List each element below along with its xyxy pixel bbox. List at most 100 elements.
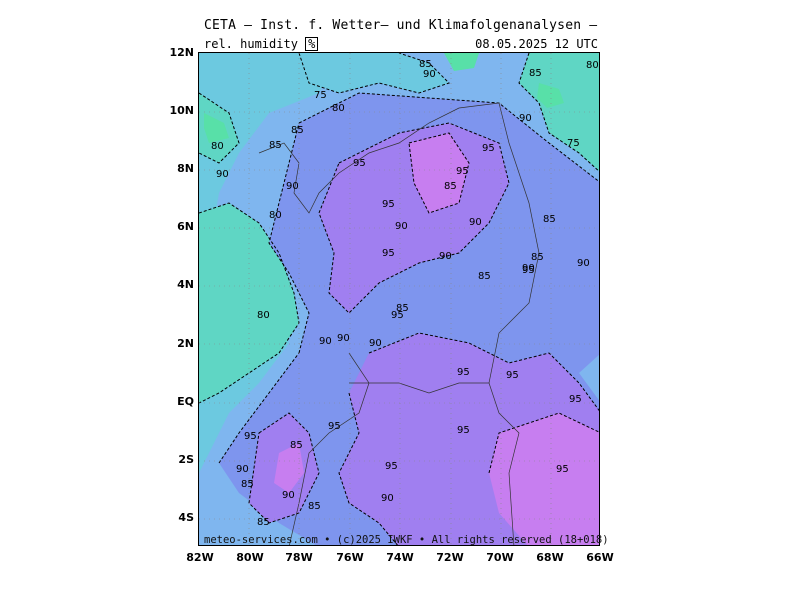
north-green-patch: [204, 113, 229, 143]
contour-label: 90: [469, 217, 482, 228]
graticule: [199, 53, 599, 545]
contour-label: 95: [556, 464, 569, 475]
contour-label: 90: [319, 336, 332, 347]
south-magenta-core: [489, 413, 599, 545]
lon-tick-label: 72W: [436, 551, 464, 564]
lon-tick-label: 68W: [536, 551, 564, 564]
contour-label: 95: [482, 143, 495, 154]
humidity-map-svg: 75 80 85 90 85 80 80 85 85 90 90 80 95 9…: [199, 53, 599, 545]
contour-label: 85: [419, 59, 432, 70]
lon-tick-label: 66W: [586, 551, 614, 564]
lat-tick-label: 6N: [177, 220, 194, 233]
north-magenta-core: [409, 133, 469, 213]
contour-label: 85: [257, 517, 270, 528]
contour-label: 85: [241, 479, 254, 490]
contour-label: 90: [236, 464, 249, 475]
lat-tick-label: 4N: [177, 278, 194, 291]
contour-line: [518, 53, 599, 172]
contour-label: 90: [522, 263, 535, 274]
contour-label: 95: [457, 367, 470, 378]
contour-label: 80: [269, 210, 282, 221]
copyright-notice: meteo-services.com • (c)2025 IWKF • All …: [204, 534, 609, 546]
country-border: [488, 102, 540, 545]
contour-label: 95: [506, 370, 519, 381]
contour-label: 95: [328, 421, 341, 432]
contour-label: 85: [531, 252, 544, 263]
lat-tick-label: 10N: [169, 104, 194, 117]
contour-label: 85: [269, 140, 282, 151]
contour-line: [488, 412, 599, 474]
humidity-map: 75 80 85 90 85 80 80 85 85 90 90 80 95 9…: [198, 52, 600, 546]
contour-label: 90: [337, 333, 350, 344]
contour-line: [218, 352, 300, 464]
lon-tick-label: 70W: [486, 551, 514, 564]
contour-label: 95: [522, 265, 535, 276]
contour-label: 90: [395, 221, 408, 232]
contour-label: 80: [257, 310, 270, 321]
lat-tick-label: 4S: [178, 511, 194, 524]
lon-tick-label: 78W: [285, 551, 313, 564]
contour-label: 90: [282, 490, 295, 501]
contour-label: 90: [423, 69, 436, 80]
contour-label: 85: [396, 303, 409, 314]
contour-lines: [199, 53, 599, 545]
contour-label: 75: [314, 90, 327, 101]
lon-tick-label: 74W: [386, 551, 414, 564]
chart-title: CETA — Inst. f. Wetter— und Klimafolgena…: [204, 18, 598, 33]
contour-label: 85: [291, 125, 304, 136]
contour-label: 90: [286, 181, 299, 192]
contour-label: 85: [308, 501, 321, 512]
contour-label: 85: [478, 271, 491, 282]
contour-label: 90: [381, 493, 394, 504]
subtitle-bar: rel. humidity % 08.05.2025 12 UTC: [198, 37, 600, 51]
contour-value-labels: 75 80 85 90 85 80 80 85 85 90 90 80 95 9…: [211, 59, 599, 528]
contour-label: 95: [382, 248, 395, 259]
lat-tick-label: 8N: [177, 162, 194, 175]
contour-line: [338, 392, 398, 545]
contour-line: [298, 92, 599, 183]
contour-label: 85: [543, 214, 556, 225]
lon-tick-label: 82W: [186, 551, 214, 564]
contour-label: 95: [457, 425, 470, 436]
contour-label: 90: [369, 338, 382, 349]
contour-label: 90: [439, 251, 452, 262]
contour-label: 75: [567, 138, 580, 149]
lat-tick-label: 12N: [169, 46, 194, 59]
contour-label: 90: [216, 169, 229, 180]
lon-tick-label: 76W: [336, 551, 364, 564]
contour-line: [248, 412, 320, 524]
contour-line: [268, 122, 310, 354]
contour-line: [408, 132, 470, 214]
contour-label: 85: [529, 68, 542, 79]
contour-label: 85: [290, 440, 303, 451]
valid-datetime: 08.05.2025 12 UTC: [475, 37, 598, 51]
contour-line: [199, 202, 300, 404]
contour-label: 95: [382, 199, 395, 210]
lat-tick-label: EQ: [177, 395, 194, 408]
ne-green-patch: [537, 83, 564, 108]
contour-label: 95: [244, 431, 257, 442]
country-border: [349, 382, 489, 394]
contour-label: 95: [569, 394, 582, 405]
top-teal-strip: [299, 53, 449, 93]
lat-tick-label: 2N: [177, 337, 194, 350]
contour-label: 95: [385, 461, 398, 472]
contour-label: 80: [586, 60, 599, 71]
contour-label: 90: [519, 113, 532, 124]
contour-line: [298, 53, 450, 94]
contour-label: 85: [444, 181, 457, 192]
contour-label: 95: [456, 166, 469, 177]
contour-label: 95: [391, 310, 404, 321]
contour-line: [318, 122, 510, 314]
unit-box: %: [305, 37, 319, 51]
west-magenta-core: [274, 443, 304, 493]
contour-label: 80: [332, 103, 345, 114]
contour-label: 95: [353, 158, 366, 169]
variable-label: rel. humidity %: [204, 37, 319, 51]
top-green-patch: [444, 53, 479, 71]
coastline: [258, 102, 500, 214]
lon-tick-label: 80W: [236, 551, 264, 564]
contour-label: 90: [577, 258, 590, 269]
lat-tick-label: 2S: [178, 453, 194, 466]
contour-label: 80: [211, 141, 224, 152]
